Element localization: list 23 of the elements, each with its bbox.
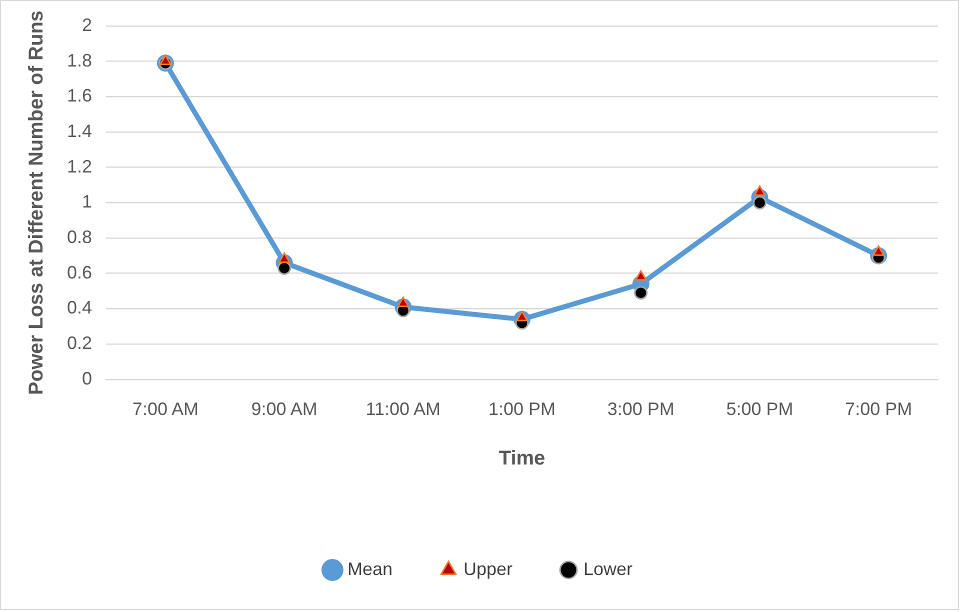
x-axis-title: Time: [498, 448, 546, 470]
y-tick-label: 2: [82, 14, 92, 35]
y-tick-label: 1.4: [66, 120, 92, 141]
y-axis-title: Power Loss at Different Number of Runs: [26, 10, 48, 395]
x-tick-label: 9:00 AM: [251, 399, 318, 420]
y-tick-label: 0.6: [66, 262, 92, 282]
y-tick-label: 0: [82, 368, 92, 388]
x-tick-label: 3:00 PM: [607, 399, 674, 420]
x-tick-label: 7:00 AM: [132, 399, 198, 420]
y-tick-label: 1.2: [66, 156, 92, 176]
y-tick-label: 1.8: [66, 50, 92, 70]
y-tick-label: 0.4: [66, 298, 92, 318]
y-tick-label: 0.2: [66, 333, 92, 354]
x-tick-label: 5:00 PM: [726, 399, 794, 420]
y-tick-label: 0.8: [66, 227, 92, 248]
y-tick-label: 1.6: [66, 86, 92, 106]
y-tick-label: 1: [82, 192, 92, 212]
legend-label: Upper: [463, 558, 513, 579]
x-tick-label: 11:00 AM: [366, 399, 441, 420]
legend-label: Lower: [584, 558, 633, 579]
x-tick-label: 1:00 PM: [488, 399, 556, 420]
legend-label: Mean: [347, 558, 392, 579]
x-tick-label: 7:00 PM: [845, 399, 912, 420]
